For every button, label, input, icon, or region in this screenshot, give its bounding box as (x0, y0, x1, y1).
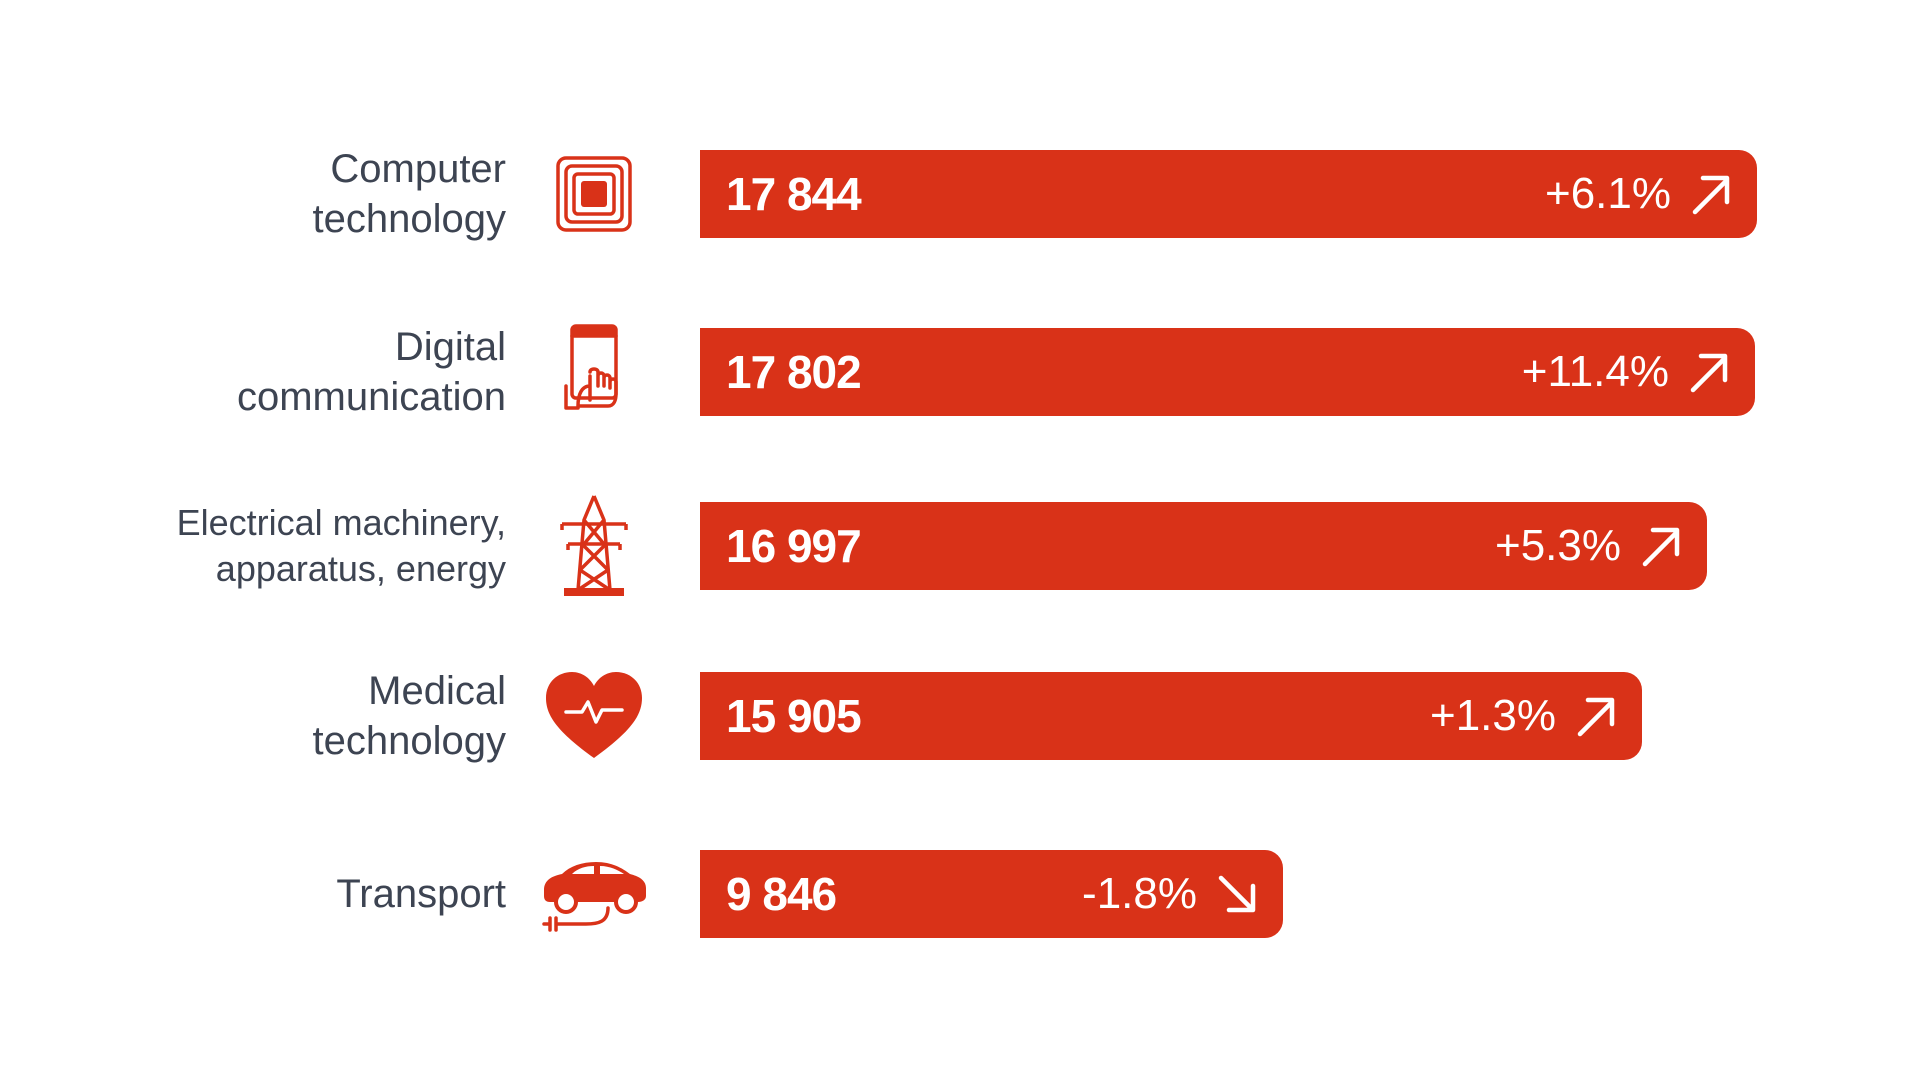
bar-row: Medical technology 15 905 +1.3% (0, 669, 1920, 763)
category-label-line: communication (236, 375, 506, 419)
category-label-line: technology (312, 719, 506, 763)
category-label-line: Computer (330, 147, 506, 191)
category-label: Computer technology (313, 147, 506, 241)
arrow-up-right-icon (1637, 522, 1685, 570)
category-label-line: Digital (394, 325, 506, 369)
change-label: +1.3% (1430, 691, 1556, 740)
bar: 9 846 -1.8% (700, 850, 1283, 938)
category-label-line: apparatus, energy (215, 548, 506, 589)
bar: 17 802 +11.4% (700, 328, 1755, 416)
bar-row: Transport 9 846 -1.8% (0, 850, 1920, 938)
bar-value-label: 17 844 (726, 168, 862, 220)
category-label: Electrical machinery, apparatus, energy (177, 502, 506, 590)
power-pylon-icon (538, 490, 650, 602)
bar-row: Electrical machinery, apparatus, energy 16… (0, 495, 1920, 596)
category-label-line: technology (312, 197, 506, 241)
chip-icon (538, 138, 650, 250)
heart-pulse-icon (538, 660, 650, 772)
arrow-up-right-icon (1685, 348, 1733, 396)
bar-row: Computer technology 17 844 +6.1% (0, 147, 1920, 241)
change-label: +6.1% (1545, 169, 1671, 218)
tablet-touch-icon (538, 316, 650, 428)
category-label-line: Electrical machinery, (176, 502, 506, 543)
arrow-down-right-icon (1213, 870, 1261, 918)
category-label: Transport (336, 850, 506, 938)
category-label-line: Transport (336, 872, 506, 916)
bar: 17 844 +6.1% (700, 150, 1757, 238)
change-label: +5.3% (1495, 521, 1621, 570)
change-label: -1.8% (1082, 869, 1197, 918)
bar-value-label: 9 846 (726, 868, 837, 920)
electric-car-icon (538, 838, 650, 950)
arrow-up-right-icon (1572, 692, 1620, 740)
arrow-up-right-icon (1687, 170, 1735, 218)
change-label: +11.4% (1521, 347, 1669, 396)
category-label: Medical technology (313, 669, 506, 763)
bar-value-label: 17 802 (726, 346, 862, 398)
bar-row: Digital communication 17 802 +11.4% (0, 324, 1920, 419)
bar: 15 905 +1.3% (700, 672, 1642, 760)
category-label: Digital communication (237, 325, 506, 419)
category-label-line: Medical (368, 669, 506, 713)
bar: 16 997 +5.3% (700, 502, 1707, 590)
bar-value-label: 15 905 (726, 690, 862, 742)
bar-value-label: 16 997 (726, 520, 862, 572)
